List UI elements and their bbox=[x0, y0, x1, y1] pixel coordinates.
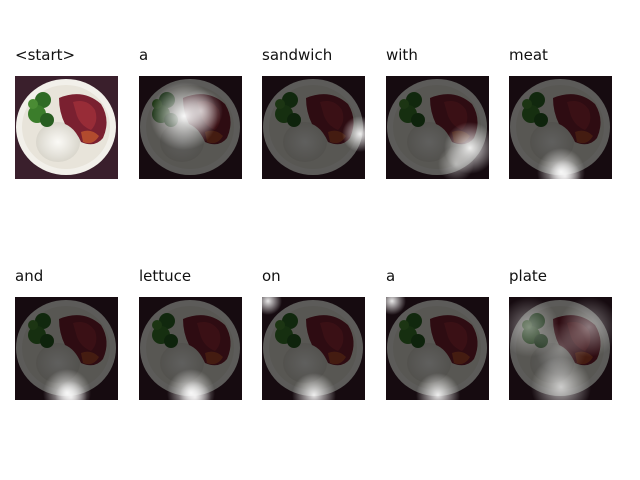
caption-word: on bbox=[262, 267, 281, 285]
caption-word: a bbox=[386, 267, 396, 285]
broccoli bbox=[35, 92, 51, 108]
attention-hotspot bbox=[549, 160, 581, 179]
attention-map-image bbox=[139, 76, 242, 179]
attention-map-image bbox=[386, 297, 489, 400]
attention-hotspot bbox=[342, 116, 365, 152]
attention-hotspot bbox=[438, 146, 474, 179]
caption-word: lettuce bbox=[139, 267, 192, 285]
caption-word: a bbox=[139, 46, 149, 64]
attention-map-image bbox=[386, 76, 489, 179]
attention-map-image bbox=[509, 76, 612, 179]
attention-map-image bbox=[262, 76, 365, 179]
attention-hotspot bbox=[416, 373, 460, 400]
attention-hotspot bbox=[179, 381, 211, 400]
attention-hotspot bbox=[535, 323, 587, 375]
rice bbox=[36, 122, 80, 162]
attention-map-image bbox=[262, 297, 365, 400]
attention-hotspot bbox=[55, 381, 87, 400]
caption-word: meat bbox=[509, 46, 548, 64]
attention-map-image bbox=[15, 297, 118, 400]
caption-word: and bbox=[15, 267, 44, 285]
caption-word: plate bbox=[509, 267, 547, 285]
attention-hotspot bbox=[292, 373, 336, 400]
caption-word: with bbox=[386, 46, 418, 64]
attention-hotspot bbox=[262, 297, 282, 315]
food-plate-image bbox=[15, 76, 118, 179]
attention-hotspot bbox=[386, 297, 406, 315]
attention-map-image bbox=[139, 297, 242, 400]
caption-word: sandwich bbox=[262, 46, 333, 64]
attention-map-image bbox=[509, 297, 612, 400]
caption-word: <start> bbox=[15, 46, 76, 64]
attention-hotspot bbox=[179, 89, 223, 133]
